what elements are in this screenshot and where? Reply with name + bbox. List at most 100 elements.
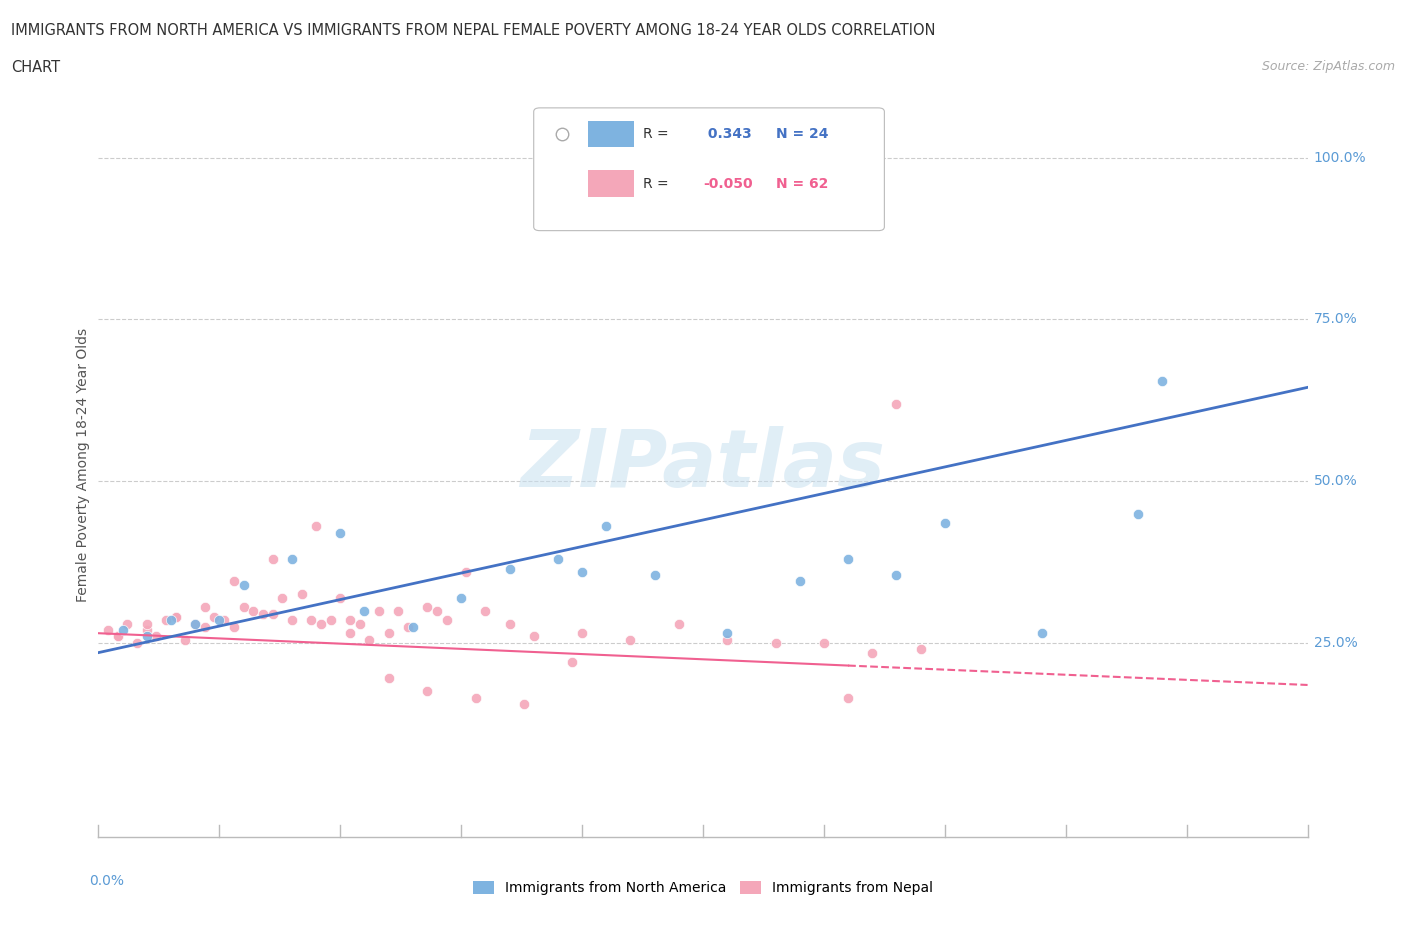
Point (547, 551, 569, 566)
Point (262, 606, 284, 621)
Point (886, 567, 908, 582)
Point (716, 626, 738, 641)
Text: -0.050: -0.050 (703, 177, 752, 191)
Text: 0.343: 0.343 (703, 126, 752, 141)
Point (436, 613, 458, 628)
Point (396, 619, 419, 634)
Point (97, 622, 120, 637)
Point (1128, 506, 1150, 521)
Text: 75.0%: 75.0% (1313, 312, 1357, 326)
Point (107, 629, 129, 644)
Text: CHART: CHART (11, 60, 60, 75)
Point (262, 551, 284, 566)
Point (498, 561, 520, 576)
Point (789, 574, 811, 589)
Point (765, 635, 787, 650)
Point (222, 619, 245, 634)
Point (387, 604, 409, 618)
Point (668, 616, 690, 631)
Point (155, 613, 177, 628)
Point (377, 626, 399, 641)
Point (644, 567, 666, 582)
Point (353, 604, 375, 618)
Point (290, 587, 312, 602)
Point (329, 591, 352, 605)
Point (135, 629, 157, 644)
Text: 0.0%: 0.0% (89, 874, 124, 888)
Point (232, 578, 254, 592)
Point (561, 655, 583, 670)
Point (474, 604, 496, 618)
Point (513, 697, 536, 711)
Point (349, 616, 371, 631)
Point (222, 574, 245, 589)
Point (464, 690, 486, 705)
Point (523, 629, 546, 644)
Point (1152, 374, 1174, 389)
Point (135, 622, 157, 637)
Point (619, 632, 641, 647)
Text: Source: ZipAtlas.com: Source: ZipAtlas.com (1261, 60, 1395, 73)
Text: R =: R = (643, 126, 668, 141)
Point (232, 600, 254, 615)
Point (813, 635, 835, 650)
Bar (588, 121, 634, 147)
Point (165, 609, 187, 624)
Point (377, 671, 399, 686)
Text: 100.0%: 100.0% (1313, 151, 1367, 165)
Text: N = 62: N = 62 (776, 177, 828, 191)
Point (252, 606, 274, 621)
Point (571, 565, 593, 579)
Point (339, 613, 361, 628)
Point (1031, 626, 1053, 641)
Point (184, 616, 207, 631)
Point (886, 396, 908, 411)
Text: IMMIGRANTS FROM NORTH AMERICA VS IMMIGRANTS FROM NEPAL FEMALE POVERTY AMONG 18-2: IMMIGRANTS FROM NORTH AMERICA VS IMMIGRA… (11, 23, 936, 38)
Point (934, 516, 956, 531)
Y-axis label: Female Poverty Among 18-24 Year Olds: Female Poverty Among 18-24 Year Olds (76, 328, 90, 602)
Point (716, 632, 738, 647)
Point (416, 600, 439, 615)
Text: 25.0%: 25.0% (1313, 636, 1357, 650)
Point (339, 626, 361, 641)
Point (329, 525, 352, 540)
Point (111, 622, 134, 637)
Point (242, 604, 264, 618)
Point (281, 551, 304, 566)
Point (571, 626, 593, 641)
Point (450, 591, 472, 605)
Point (165, 609, 187, 624)
Point (174, 632, 197, 647)
Point (107, 629, 129, 644)
Point (145, 629, 167, 644)
Point (299, 613, 322, 628)
Point (135, 616, 157, 631)
Point (212, 613, 235, 628)
Point (416, 684, 439, 698)
Point (454, 565, 477, 579)
Text: R =: R = (643, 177, 668, 191)
Point (402, 619, 425, 634)
Point (309, 616, 332, 631)
Point (208, 613, 231, 628)
Point (281, 613, 304, 628)
Point (498, 616, 520, 631)
Text: 50.0%: 50.0% (1313, 474, 1357, 488)
Point (194, 619, 217, 634)
Point (860, 645, 883, 660)
Point (127, 635, 149, 650)
Point (160, 613, 183, 628)
Text: ZIPatlas: ZIPatlas (520, 426, 886, 504)
Point (319, 613, 342, 628)
Point (837, 690, 859, 705)
Point (117, 616, 139, 631)
Point (271, 591, 294, 605)
Point (837, 551, 859, 566)
Point (426, 604, 449, 618)
Point (595, 519, 617, 534)
Point (194, 600, 217, 615)
Bar (588, 170, 634, 197)
FancyBboxPatch shape (534, 108, 884, 231)
Point (305, 519, 328, 534)
Point (910, 642, 932, 657)
